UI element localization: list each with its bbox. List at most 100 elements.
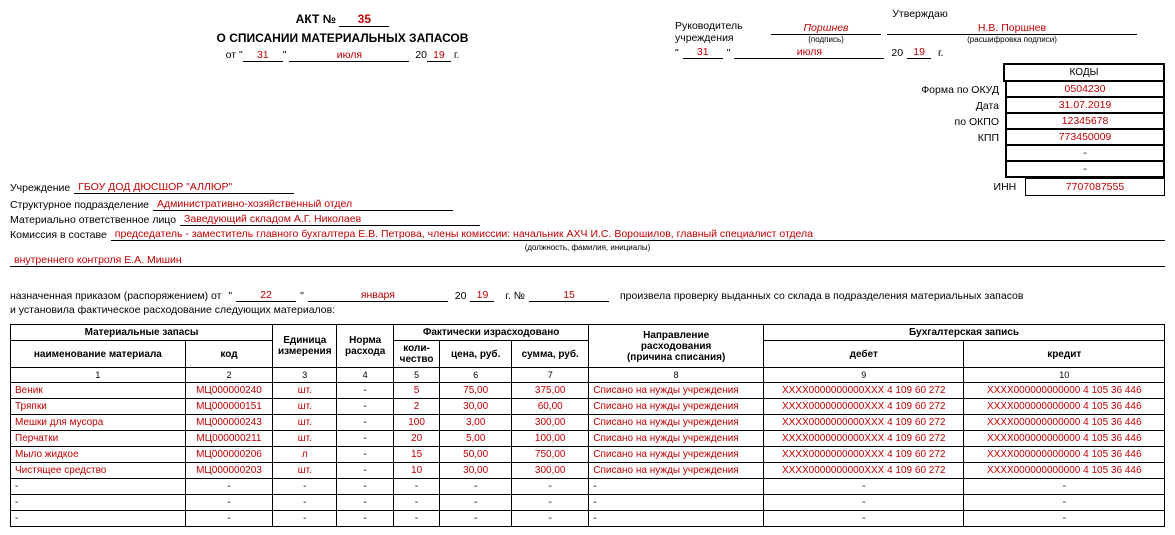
th-qty: коли-чество (393, 341, 439, 368)
cell-dir: - (589, 479, 764, 495)
codes-value: - (1005, 146, 1165, 162)
order-day: 22 (236, 289, 296, 302)
cell-price: 3,00 (440, 415, 512, 431)
cell-name: Чистящее средство (11, 463, 186, 479)
cell-sum: - (512, 511, 589, 527)
codes-label: КПП (978, 132, 1005, 144)
col-num: 5 (393, 368, 439, 383)
cell-debit: ХХХХ0000000000ХХХ 4 109 60 272 (764, 463, 964, 479)
cell-norm: - (337, 447, 394, 463)
cell-dir: Списано на нужды учреждения (589, 415, 764, 431)
cell-norm: - (337, 399, 394, 415)
cell-code: МЦ000000243 (185, 415, 272, 431)
table-row: - - - - - - - - - - (11, 495, 1165, 511)
cell-norm: - (337, 415, 394, 431)
codes-label: Форма по ОКУД (921, 84, 1005, 96)
inst-value: ГБОУ ДОД ДЮСШОР "АЛЛЮР" (74, 181, 294, 194)
th-materials: Материальные запасы (11, 325, 273, 341)
codes-label: Дата (976, 100, 1005, 112)
table-row: - - - - - - - - - - (11, 511, 1165, 527)
cell-sum: 100,00 (512, 431, 589, 447)
codes-value: 12345678 (1005, 114, 1165, 130)
cell-qty: - (393, 511, 439, 527)
cell-price: 30,00 (440, 399, 512, 415)
inst-label: Учреждение (10, 182, 70, 194)
col-num: 8 (589, 368, 764, 383)
cell-price: 30,00 (440, 463, 512, 479)
col-num: 1 (11, 368, 186, 383)
cell-price: - (440, 511, 512, 527)
cell-name: Мешки для мусора (11, 415, 186, 431)
cell-dir: Списано на нужды учреждения (589, 383, 764, 399)
th-fact: Фактически израсходовано (393, 325, 588, 341)
cell-debit: - (764, 479, 964, 495)
order-post: произвела проверку выданных со склада в … (620, 290, 1024, 302)
inn-label: ИНН (994, 181, 1017, 193)
cell-code: МЦ000000151 (185, 399, 272, 415)
th-debit: дебет (764, 341, 964, 368)
cell-qty: 100 (393, 415, 439, 431)
cell-sum: 300,00 (512, 463, 589, 479)
col-num: 2 (185, 368, 272, 383)
cell-dir: - (589, 495, 764, 511)
cell-norm: - (337, 383, 394, 399)
cell-unit: шт. (273, 431, 337, 447)
cell-debit: ХХХХ0000000000ХХХ 4 109 60 272 (764, 383, 964, 399)
cell-qty: - (393, 495, 439, 511)
cell-dir: Списано на нужды учреждения (589, 463, 764, 479)
cell-qty: 10 (393, 463, 439, 479)
cell-qty: 5 (393, 383, 439, 399)
table-row: - - - - - - - - - - (11, 479, 1165, 495)
cell-dir: Списано на нужды учреждения (589, 431, 764, 447)
commission-caption: (должность, фамилия, инициалы) (10, 243, 1165, 252)
cell-unit: шт. (273, 415, 337, 431)
codes-label: по ОКПО (955, 116, 1005, 128)
act-month: июля (289, 49, 409, 62)
table-row: Веник МЦ000000240 шт. - 5 75,00 375,00 С… (11, 383, 1165, 399)
col-num: 10 (964, 368, 1165, 383)
approve-title: Утверждаю (675, 8, 1165, 20)
dept-label: Структурное подразделение (10, 199, 149, 211)
act-day: 31 (243, 49, 283, 62)
order-num: 15 (529, 289, 609, 302)
head-label: Руководительучреждения (675, 20, 765, 44)
th-code: код (185, 341, 272, 368)
order-pre: назначенная приказом (распоряжением) от (10, 290, 221, 302)
cell-debit: ХХХХ0000000000ХХХ 4 109 60 272 (764, 415, 964, 431)
cell-norm: - (337, 479, 394, 495)
cell-code: МЦ000000203 (185, 463, 272, 479)
cell-sum: - (512, 495, 589, 511)
cell-name: Веник (11, 383, 186, 399)
cell-qty: 2 (393, 399, 439, 415)
cell-debit: ХХХХ0000000000ХХХ 4 109 60 272 (764, 447, 964, 463)
cell-price: 5,00 (440, 431, 512, 447)
codes-value: 31.07.2019 (1005, 98, 1165, 114)
inn-value: 7707087555 (1025, 178, 1165, 196)
decoded-caption: (расшифровка подписи) (887, 35, 1137, 44)
act-subtitle: О СПИСАНИИ МАТЕРИАЛЬНЫХ ЗАПАСОВ (10, 31, 675, 45)
cell-code: - (185, 511, 272, 527)
th-sum: сумма, руб. (512, 341, 589, 368)
cell-dir: Списано на нужды учреждения (589, 399, 764, 415)
codes-value: 0504230 (1005, 82, 1165, 98)
cell-sum: - (512, 479, 589, 495)
cell-price: 50,00 (440, 447, 512, 463)
cell-norm: - (337, 511, 394, 527)
approve-month: июля (734, 46, 884, 59)
cell-price: - (440, 479, 512, 495)
act-number: 35 (339, 12, 389, 27)
codes-table: КОДЫ (1003, 63, 1165, 82)
cell-price: - (440, 495, 512, 511)
cell-unit: - (273, 495, 337, 511)
cell-unit: - (273, 511, 337, 527)
cell-debit: - (764, 495, 964, 511)
cell-code: - (185, 495, 272, 511)
order-year: 19 (470, 289, 494, 302)
cell-debit: ХХХХ0000000000ХХХ 4 109 60 272 (764, 399, 964, 415)
cell-name: Перчатки (11, 431, 186, 447)
cell-credit: ХХХХ000000000000 4 105 36 446 (964, 447, 1165, 463)
act-year: 19 (427, 49, 451, 62)
cell-norm: - (337, 431, 394, 447)
col-num: 4 (337, 368, 394, 383)
cell-unit: - (273, 479, 337, 495)
